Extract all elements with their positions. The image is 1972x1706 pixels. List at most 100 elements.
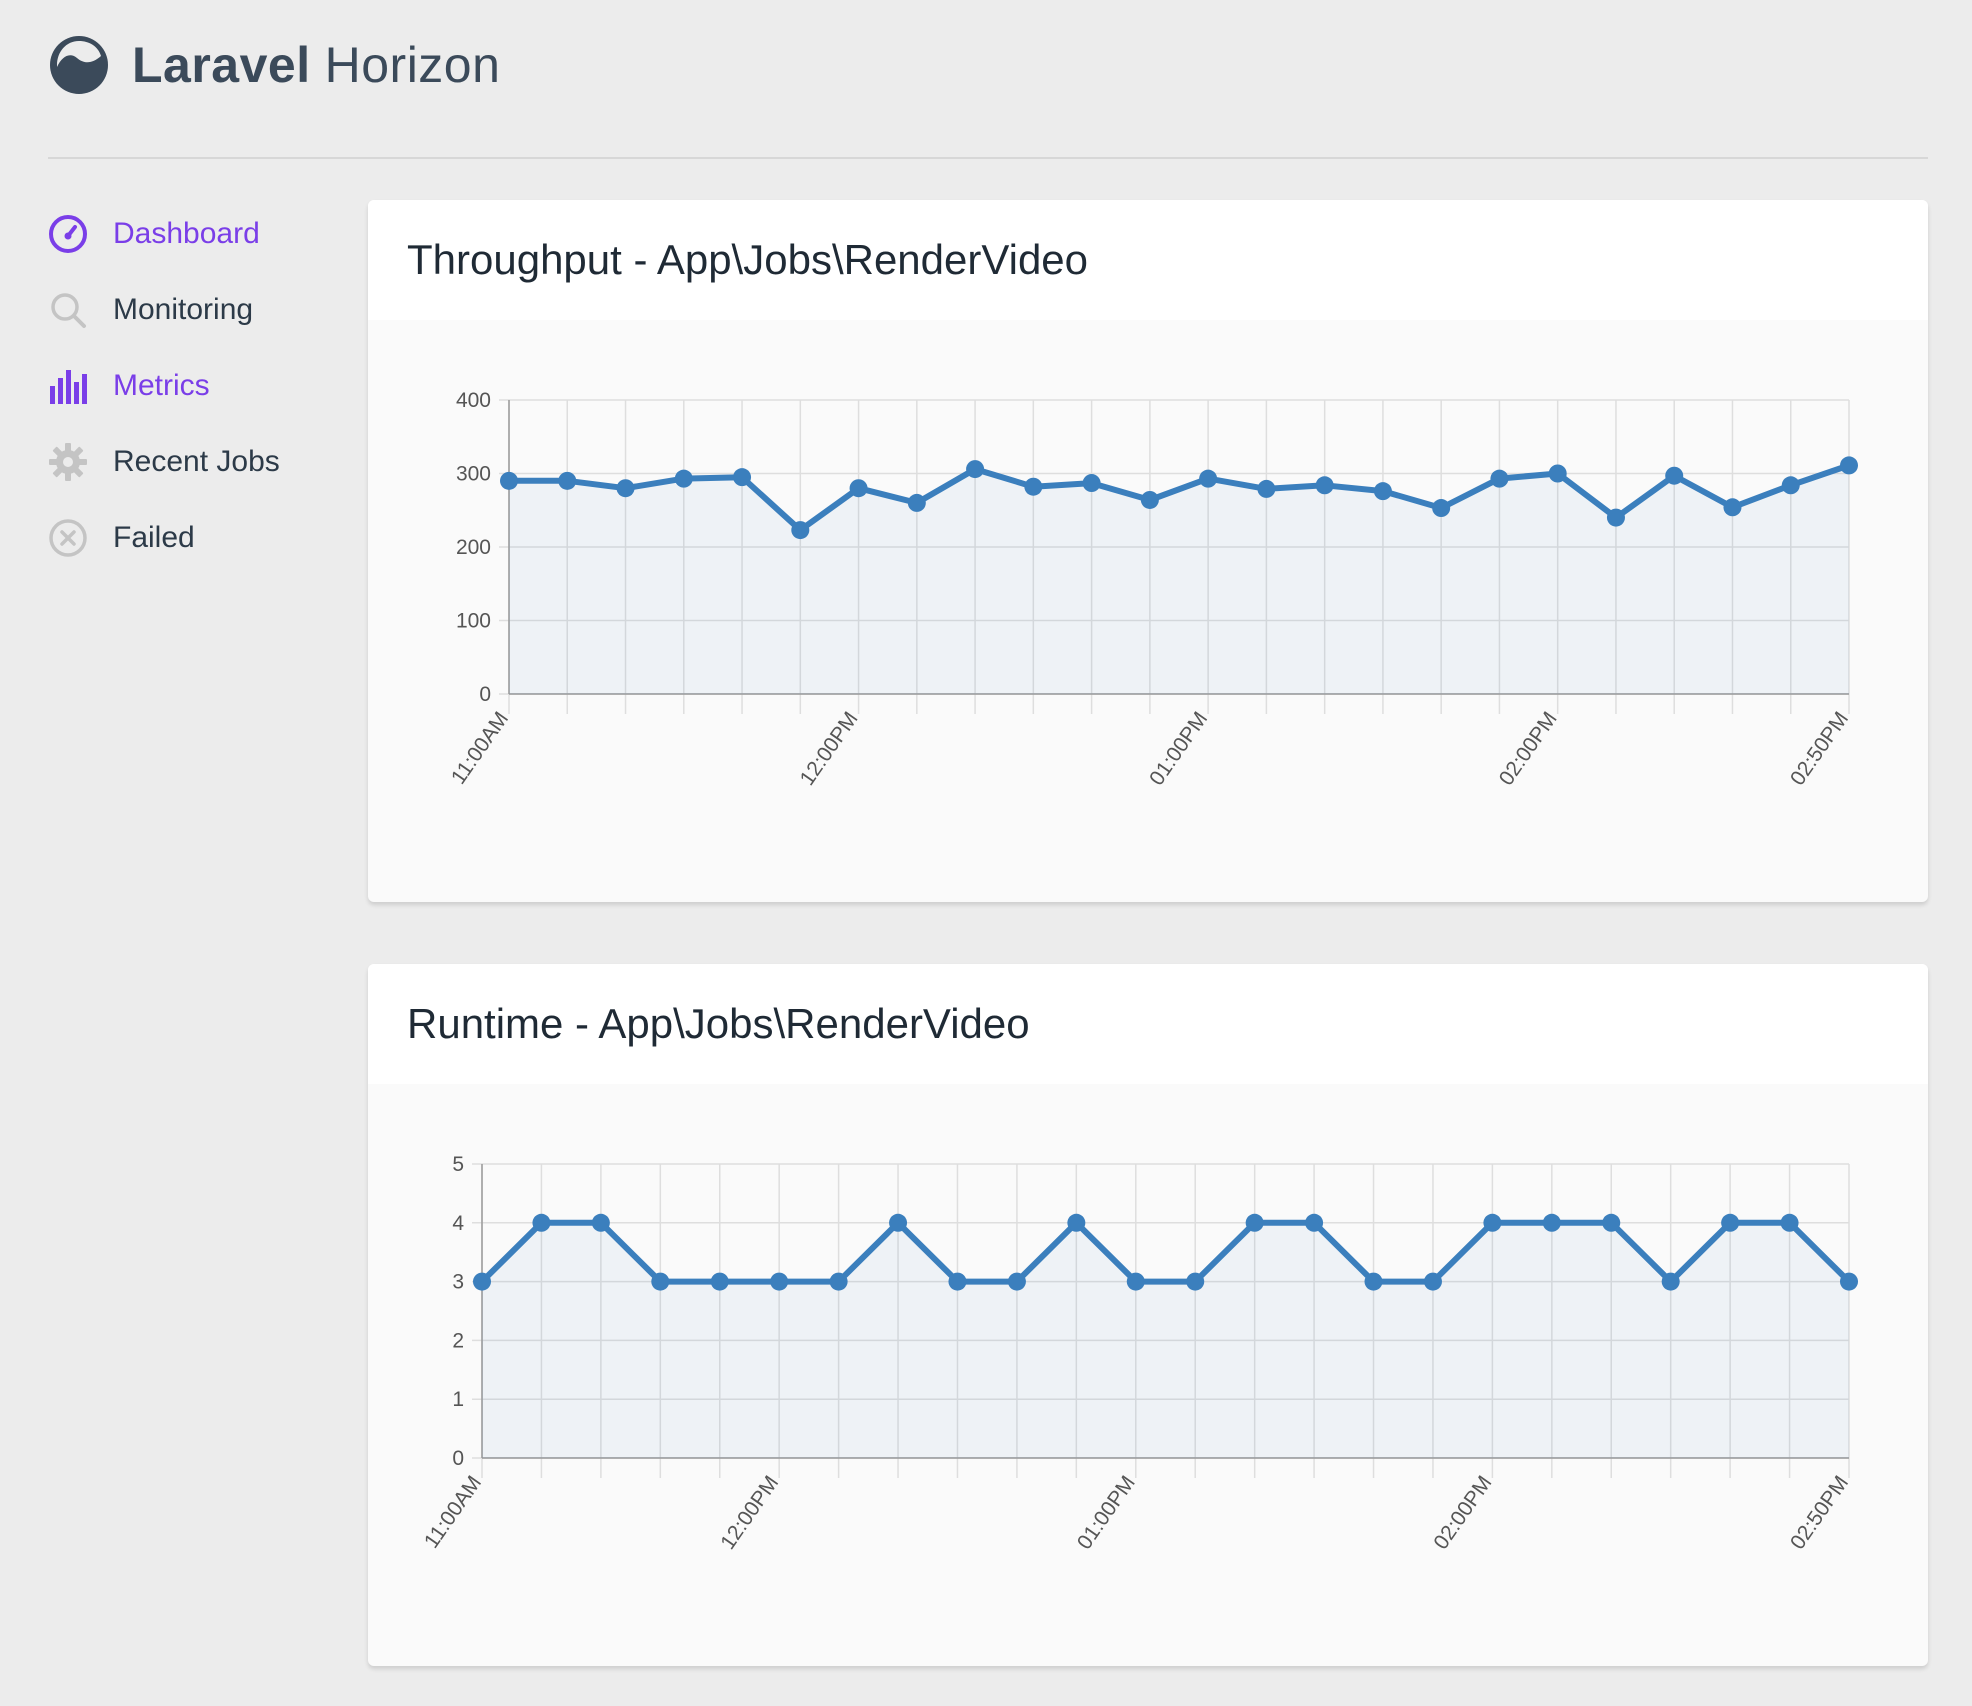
data-point[interactable] <box>1315 476 1334 495</box>
x-tick-label: 02:50PM <box>1786 708 1853 790</box>
y-tick-label: 3 <box>452 1271 464 1294</box>
card-header: Runtime - App\Jobs\RenderVideo <box>368 964 1928 1084</box>
data-point[interactable] <box>1665 466 1684 485</box>
series-line <box>509 462 1850 534</box>
data-point[interactable] <box>907 493 926 512</box>
x-tick-label: 02:00PM <box>1495 708 1562 790</box>
x-tick-label: 01:00PM <box>1073 1472 1140 1554</box>
data-point[interactable] <box>1007 1272 1026 1291</box>
data-point[interactable] <box>1723 498 1742 517</box>
close-circle-icon <box>48 518 88 558</box>
y-tick-label: 4 <box>452 1212 464 1235</box>
runtime-chart: 0 1 2 3 4 5 11:00AM 12:00PM 01:00PM 02:00PM 02:50P… <box>420 1153 1858 1554</box>
sidebar-item-label: Recent Jobs <box>113 445 280 478</box>
horizon-logo-icon[interactable] <box>48 34 110 96</box>
data-point[interactable] <box>1661 1272 1680 1291</box>
data-point[interactable] <box>532 1213 551 1232</box>
data-point[interactable] <box>1140 490 1159 509</box>
y-tick-label: 0 <box>452 1447 464 1470</box>
data-point[interactable] <box>966 460 985 479</box>
sidebar-item-dashboard[interactable]: Dashboard <box>48 196 338 272</box>
data-point[interactable] <box>1432 499 1451 518</box>
x-tick-label: 02:00PM <box>1429 1472 1496 1554</box>
data-point[interactable] <box>1490 469 1509 488</box>
data-point[interactable] <box>651 1272 670 1291</box>
sidebar-item-monitoring[interactable]: Monitoring <box>48 272 338 348</box>
x-tick-label: 12:00PM <box>796 708 863 790</box>
throughput-chart: 0 100 200 300 400 11:00AM 12:00PM 01:00PM 02:00P… <box>447 389 1858 790</box>
x-tick-label: 02:50PM <box>1786 1472 1853 1554</box>
data-point[interactable] <box>829 1272 848 1291</box>
bar-chart-icon <box>48 366 88 406</box>
data-point[interactable] <box>770 1272 789 1291</box>
y-tick-label: 400 <box>456 389 491 412</box>
data-point[interactable] <box>1364 1272 1383 1291</box>
data-point[interactable] <box>1257 479 1276 498</box>
throughput-chart-title: Throughput - App\Jobs\RenderVideo <box>407 236 1089 283</box>
y-tick-label: 2 <box>452 1329 464 1352</box>
data-point[interactable] <box>849 479 868 498</box>
sidebar: Dashboard Monitoring Metrics Recent Jobs… <box>48 196 338 576</box>
brand-title-light: Horizon <box>324 37 501 93</box>
sidebar-item-recent-jobs[interactable]: Recent Jobs <box>48 424 338 500</box>
card-header: Throughput - App\Jobs\RenderVideo <box>368 200 1928 320</box>
data-point[interactable] <box>1780 1213 1799 1232</box>
data-point[interactable] <box>500 471 518 490</box>
data-point[interactable] <box>1781 476 1800 495</box>
data-point[interactable] <box>710 1272 729 1291</box>
data-point[interactable] <box>1245 1213 1264 1232</box>
app-header: Laravel Horizon <box>48 30 500 100</box>
data-point[interactable] <box>1024 477 1043 496</box>
brand-title[interactable]: Laravel Horizon <box>132 36 500 94</box>
data-point[interactable] <box>1067 1213 1086 1232</box>
data-point[interactable] <box>1186 1272 1205 1291</box>
data-point[interactable] <box>1305 1213 1324 1232</box>
x-tick-label: 11:00AM <box>420 1472 486 1553</box>
data-point[interactable] <box>1126 1272 1145 1291</box>
sidebar-item-label: Failed <box>113 521 195 554</box>
series-area <box>509 465 1849 694</box>
data-point[interactable] <box>1542 1213 1561 1232</box>
x-tick-label: 01:00PM <box>1145 708 1212 790</box>
y-tick-label: 1 <box>452 1388 464 1411</box>
data-point[interactable] <box>674 469 693 488</box>
data-point[interactable] <box>1423 1272 1442 1291</box>
gear-icon <box>48 442 88 482</box>
data-point[interactable] <box>1602 1213 1621 1232</box>
runtime-card: Runtime - App\Jobs\RenderVideo 0 1 2 3 4 5 11:… <box>368 964 1928 1666</box>
brand-title-bold: Laravel <box>132 37 311 93</box>
data-point[interactable] <box>558 471 577 490</box>
x-tick-label: 12:00PM <box>716 1472 783 1554</box>
sidebar-item-label: Monitoring <box>113 293 254 326</box>
data-point[interactable] <box>1840 1272 1858 1291</box>
data-point[interactable] <box>889 1213 908 1232</box>
y-tick-label: 5 <box>452 1153 464 1176</box>
data-point[interactable] <box>1483 1213 1502 1232</box>
runtime-chart-title: Runtime - App\Jobs\RenderVideo <box>407 1000 1030 1047</box>
data-point[interactable] <box>616 479 635 498</box>
y-tick-label: 100 <box>456 610 491 633</box>
data-point[interactable] <box>791 521 810 540</box>
header-divider <box>48 157 1928 159</box>
dashboard-gauge-icon <box>48 214 88 254</box>
y-tick-label: 200 <box>456 536 491 559</box>
data-point[interactable] <box>1548 464 1567 483</box>
data-point[interactable] <box>1606 508 1625 527</box>
data-point[interactable] <box>948 1272 967 1291</box>
y-tick-label: 0 <box>479 683 491 706</box>
data-point[interactable] <box>1721 1213 1740 1232</box>
search-icon <box>48 290 88 330</box>
data-point[interactable] <box>1082 474 1101 493</box>
sidebar-item-metrics[interactable]: Metrics <box>48 348 338 424</box>
data-point[interactable] <box>1373 482 1392 501</box>
data-point[interactable] <box>473 1272 491 1291</box>
series-line <box>479 1219 1852 1285</box>
data-point[interactable] <box>1840 456 1858 475</box>
y-tick-label: 300 <box>456 463 491 486</box>
grid <box>499 399 1850 714</box>
sidebar-item-failed[interactable]: Failed <box>48 500 338 576</box>
data-point[interactable] <box>733 468 752 487</box>
data-point[interactable] <box>1199 469 1218 488</box>
data-point[interactable] <box>591 1213 610 1232</box>
x-tick-label: 11:00AM <box>447 708 513 789</box>
